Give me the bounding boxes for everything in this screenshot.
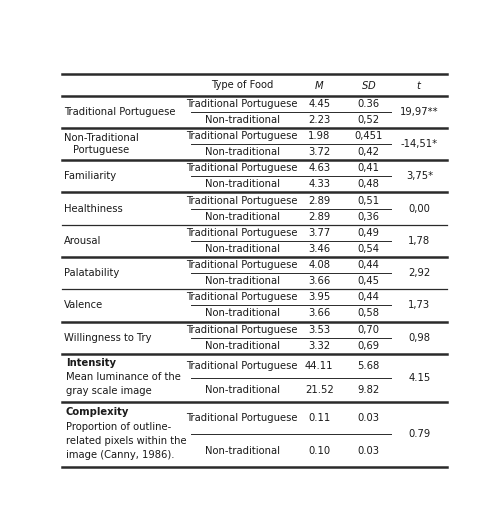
- Text: 4.15: 4.15: [408, 373, 430, 383]
- Text: Traditional Portuguese: Traditional Portuguese: [186, 260, 298, 270]
- Text: Non-traditional: Non-traditional: [205, 445, 280, 455]
- Text: Non-traditional: Non-traditional: [205, 147, 280, 157]
- Text: 2.89: 2.89: [308, 212, 331, 222]
- Text: 4.45: 4.45: [308, 99, 331, 109]
- Text: 1.98: 1.98: [308, 131, 331, 141]
- Text: Willingness to Try: Willingness to Try: [64, 333, 152, 343]
- Text: 0,52: 0,52: [357, 115, 379, 125]
- Text: 0,36: 0,36: [357, 212, 379, 222]
- Text: 0.03: 0.03: [357, 445, 379, 455]
- Text: Traditional Portuguese: Traditional Portuguese: [186, 413, 298, 423]
- Text: Palatability: Palatability: [64, 268, 119, 278]
- Text: Traditional Portuguese: Traditional Portuguese: [186, 196, 298, 206]
- Text: Traditional Portuguese: Traditional Portuguese: [186, 99, 298, 109]
- Text: Traditional Portuguese: Traditional Portuguese: [186, 131, 298, 141]
- Text: Traditional Portuguese: Traditional Portuguese: [186, 228, 298, 238]
- Text: 3.66: 3.66: [308, 276, 331, 286]
- Text: Non-traditional: Non-traditional: [205, 341, 280, 351]
- Text: 2,92: 2,92: [408, 268, 430, 278]
- Text: 0,51: 0,51: [357, 196, 379, 206]
- Text: 0,54: 0,54: [357, 244, 379, 254]
- Text: -14,51*: -14,51*: [401, 139, 438, 149]
- Text: 21.52: 21.52: [305, 385, 333, 395]
- Text: Traditional Portuguese: Traditional Portuguese: [186, 361, 298, 371]
- Text: 0.03: 0.03: [357, 413, 379, 423]
- Text: 0,58: 0,58: [357, 308, 379, 318]
- Text: related pixels within the: related pixels within the: [66, 436, 186, 446]
- Text: Traditional Portuguese: Traditional Portuguese: [186, 163, 298, 174]
- Text: 4.08: 4.08: [308, 260, 330, 270]
- Text: Non-traditional: Non-traditional: [205, 276, 280, 286]
- Text: 3.53: 3.53: [308, 325, 331, 335]
- Text: Intensity: Intensity: [66, 359, 116, 369]
- Text: Mean luminance of the: Mean luminance of the: [66, 372, 181, 382]
- Text: 0,49: 0,49: [357, 228, 379, 238]
- Text: Non-traditional: Non-traditional: [205, 308, 280, 318]
- Text: $t$: $t$: [416, 79, 422, 90]
- Text: 0,45: 0,45: [357, 276, 379, 286]
- Text: Non-traditional: Non-traditional: [205, 244, 280, 254]
- Text: 9.82: 9.82: [357, 385, 380, 395]
- Text: Non-Traditional
Portuguese: Non-Traditional Portuguese: [64, 133, 139, 155]
- Text: 0.10: 0.10: [308, 445, 331, 455]
- Text: Traditional Portuguese: Traditional Portuguese: [64, 107, 175, 117]
- Text: 0,00: 0,00: [409, 204, 430, 214]
- Text: Arousal: Arousal: [64, 236, 101, 246]
- Text: image (Canny, 1986).: image (Canny, 1986).: [66, 450, 174, 460]
- Text: Type of Food: Type of Food: [211, 80, 273, 89]
- Text: 1,78: 1,78: [409, 236, 430, 246]
- Text: 0,41: 0,41: [357, 163, 379, 174]
- Text: 44.11: 44.11: [305, 361, 333, 371]
- Text: 3.46: 3.46: [308, 244, 331, 254]
- Text: 0.36: 0.36: [357, 99, 379, 109]
- Text: 2.89: 2.89: [308, 196, 331, 206]
- Text: Non-traditional: Non-traditional: [205, 385, 280, 395]
- Text: 4.33: 4.33: [308, 179, 330, 189]
- Text: 3.95: 3.95: [308, 293, 331, 303]
- Text: Valence: Valence: [64, 300, 103, 311]
- Text: $SD$: $SD$: [360, 79, 376, 90]
- Text: Proportion of outline-: Proportion of outline-: [66, 422, 171, 432]
- Text: 3.72: 3.72: [308, 147, 331, 157]
- Text: 5.68: 5.68: [357, 361, 380, 371]
- Text: Traditional Portuguese: Traditional Portuguese: [186, 325, 298, 335]
- Text: 19,97**: 19,97**: [400, 107, 439, 117]
- Text: 0,69: 0,69: [357, 341, 379, 351]
- Text: 0,48: 0,48: [357, 179, 379, 189]
- Text: 0,44: 0,44: [357, 293, 379, 303]
- Text: gray scale image: gray scale image: [66, 386, 152, 396]
- Text: 2.23: 2.23: [308, 115, 331, 125]
- Text: 0.79: 0.79: [408, 430, 430, 440]
- Text: $M$: $M$: [314, 79, 325, 90]
- Text: Non-traditional: Non-traditional: [205, 212, 280, 222]
- Text: Traditional Portuguese: Traditional Portuguese: [186, 293, 298, 303]
- Text: 0,44: 0,44: [357, 260, 379, 270]
- Text: Healthiness: Healthiness: [64, 204, 123, 214]
- Text: 0,98: 0,98: [409, 333, 430, 343]
- Text: 0,70: 0,70: [357, 325, 379, 335]
- Text: 0,42: 0,42: [357, 147, 379, 157]
- Text: Complexity: Complexity: [66, 407, 129, 417]
- Text: 4.63: 4.63: [308, 163, 331, 174]
- Text: 3.32: 3.32: [308, 341, 331, 351]
- Text: 3.77: 3.77: [308, 228, 331, 238]
- Text: Non-traditional: Non-traditional: [205, 179, 280, 189]
- Text: 0.11: 0.11: [308, 413, 331, 423]
- Text: Non-traditional: Non-traditional: [205, 115, 280, 125]
- Text: Familiarity: Familiarity: [64, 171, 116, 181]
- Text: 0,451: 0,451: [354, 131, 383, 141]
- Text: 3.66: 3.66: [308, 308, 331, 318]
- Text: 1,73: 1,73: [409, 300, 430, 311]
- Text: 3,75*: 3,75*: [406, 171, 433, 181]
